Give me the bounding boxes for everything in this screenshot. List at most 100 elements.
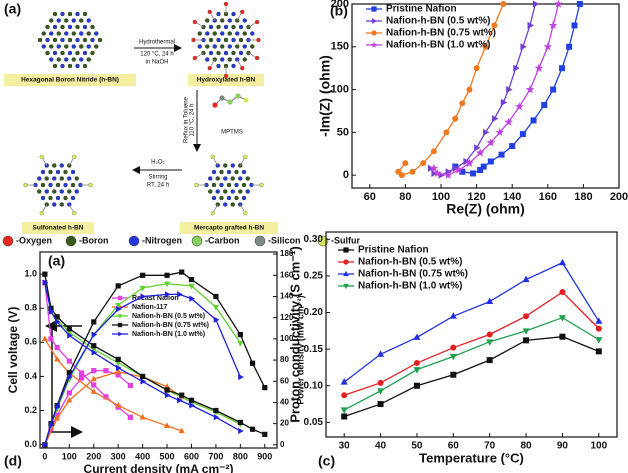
marker [140,293,147,300]
marker [213,293,219,300]
y-axis-label: Cell voltage (V) [6,307,20,394]
atom [227,31,232,36]
x-tick-label: 400 [135,451,150,461]
marker [91,368,97,374]
y-tick-label: 0.20 [304,307,324,318]
atom [219,195,224,201]
marker [140,373,146,380]
marker [78,375,85,381]
marker [486,297,494,305]
marker [90,388,97,394]
atom [60,24,65,30]
marker [341,392,348,399]
marker [377,350,385,357]
atom [211,169,217,175]
atom [94,31,99,36]
atom [71,31,76,36]
marker [66,326,72,332]
atom [45,50,50,56]
marker [249,360,256,366]
marker [554,0,563,8]
series-line [44,338,182,432]
legend-label: -Boron [79,235,109,245]
marker [237,340,244,347]
atom [82,11,88,17]
marker [54,403,61,410]
atom [55,195,61,201]
atom [242,18,247,23]
marker [90,375,97,382]
atom [220,18,225,23]
marker [140,378,147,385]
atom [74,189,79,194]
atom [208,24,214,30]
product-label: Hydroxylated h-BN [197,77,256,84]
atom [238,24,244,30]
marker [238,373,244,381]
marker [237,332,243,338]
atom [256,37,261,43]
marker [164,272,170,278]
atom [52,202,57,207]
marker [127,382,134,389]
atom [242,31,247,36]
x-tick-label: 180 [574,191,592,203]
atom [226,169,232,175]
atom [241,182,247,188]
bond [248,22,257,28]
atom [197,44,202,49]
marker [543,42,553,51]
atom [243,154,248,159]
marker [463,157,470,166]
atom [216,11,221,17]
marker [450,371,457,378]
x-tick-label: 160 [539,191,557,203]
legend-label: Nafion-h-BN (0.5 wt%) [386,16,490,27]
marker [66,390,72,396]
atom [49,57,54,62]
marker [67,332,73,339]
atom [52,63,58,69]
x-tick-label: 80 [399,191,411,203]
atom [59,163,64,168]
y-tick-label: 100 [331,83,349,95]
atom [67,11,73,17]
atom [70,169,76,175]
atom [79,44,84,49]
marker [213,316,220,323]
atom [192,19,197,25]
x-tick-label: 60 [448,441,460,452]
atom [219,169,224,175]
bond [195,52,204,58]
bond [195,22,204,28]
condition: 110 °C, 24 h [190,104,196,137]
marker [449,353,457,361]
condition: in NaOH [145,60,168,66]
atom [60,63,65,69]
marker [188,276,195,283]
marker [559,289,566,296]
atom [52,37,58,43]
atom [39,211,44,216]
marker [343,283,349,290]
marker [500,1,507,7]
atom [240,9,245,14]
x-tick-label: 200 [86,451,101,461]
x-tick-label: 140 [503,191,521,203]
marker [487,158,494,165]
atom [37,37,43,43]
marker [164,392,171,399]
panel-label: (c) [318,453,335,469]
marker [66,396,73,403]
atom [56,18,61,23]
atom [82,37,88,43]
marker [188,397,195,403]
marker [117,314,123,319]
atom [37,176,42,181]
marker [522,275,530,283]
atom [79,31,84,36]
atom [55,169,61,175]
marker [420,160,427,167]
marker [213,414,220,421]
y-axis-label: -Im(Z) (ohm) [317,55,333,137]
